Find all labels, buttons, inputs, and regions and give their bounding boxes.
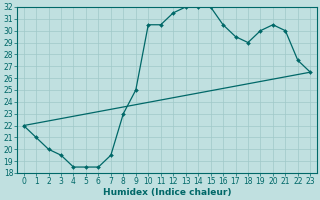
X-axis label: Humidex (Indice chaleur): Humidex (Indice chaleur) <box>103 188 231 197</box>
